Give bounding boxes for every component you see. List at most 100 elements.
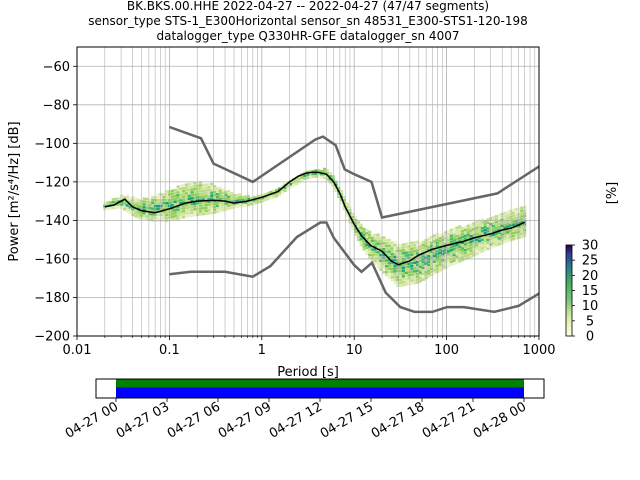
histogram-cell <box>506 219 510 223</box>
histogram-cell <box>503 226 507 229</box>
histogram-cell <box>145 206 149 210</box>
histogram-cell <box>452 227 456 231</box>
histogram-cell <box>497 216 501 220</box>
histogram-cell <box>382 253 386 257</box>
histogram-cell <box>213 188 217 191</box>
histogram-cell <box>176 199 180 203</box>
histogram-cell <box>162 193 166 196</box>
histogram-cell <box>407 253 411 257</box>
histogram-cell <box>387 238 392 242</box>
histogram-cell <box>227 204 231 207</box>
histogram-cell <box>461 255 465 259</box>
histogram-cell <box>190 211 194 214</box>
histogram-cell <box>156 201 160 205</box>
histogram-cell <box>249 196 253 200</box>
histogram-cell <box>373 256 377 260</box>
histogram-cell <box>320 170 324 173</box>
histogram-cell <box>478 245 482 249</box>
histogram-cell <box>125 207 129 210</box>
histogram-cell <box>404 248 408 252</box>
histogram-cell <box>261 199 265 203</box>
histogram-cell <box>199 184 203 187</box>
histogram-cell <box>300 176 304 179</box>
histogram-cell <box>148 204 152 207</box>
histogram-cell <box>421 255 425 258</box>
histogram-cell <box>452 239 456 242</box>
histogram-cell <box>379 262 383 266</box>
histogram-cell <box>356 235 361 239</box>
chart-title: BK.BKS.00.HHE 2022-04-27 -- 2022-04-27 (… <box>88 0 528 43</box>
histogram-cell <box>213 193 217 197</box>
histogram-cell <box>520 232 524 236</box>
histogram-cell <box>508 238 513 242</box>
histogram-cell <box>393 241 397 244</box>
histogram-cell <box>170 195 175 198</box>
histogram-cell <box>427 237 431 241</box>
histogram-cell <box>447 241 451 245</box>
histogram-cell <box>475 238 479 241</box>
histogram-cell <box>359 223 363 227</box>
histogram-cell <box>497 234 501 237</box>
histogram-cell <box>142 217 146 221</box>
histogram-cell <box>511 232 516 235</box>
histogram-cell <box>165 213 169 217</box>
histogram-cell <box>520 212 524 215</box>
histogram-cell <box>199 201 203 205</box>
histogram-cell <box>148 212 152 216</box>
histogram-cell <box>413 252 417 256</box>
histogram-cell <box>503 229 507 232</box>
histogram-cell <box>362 230 366 234</box>
colorbar-bar <box>565 244 573 337</box>
histogram-cell <box>153 216 158 219</box>
y-tick-label: −100 <box>34 137 70 152</box>
histogram-cell <box>486 230 490 233</box>
histogram-cell <box>421 246 425 250</box>
title-line: datalogger_type Q330HR-GFE datalogger_sn… <box>157 29 460 43</box>
histogram-cell <box>238 196 242 199</box>
histogram-cell <box>455 252 459 256</box>
histogram-cell <box>416 252 420 255</box>
histogram-cell <box>179 190 183 194</box>
histogram-cell <box>187 214 191 218</box>
histogram-cell <box>165 216 169 219</box>
histogram-cell <box>120 197 124 201</box>
histogram-cell <box>399 246 403 250</box>
histogram-cell <box>131 196 135 199</box>
low-noise-model <box>169 221 540 314</box>
histogram-cell <box>517 236 521 239</box>
histogram-cell <box>494 229 499 233</box>
histogram-cell <box>444 239 448 243</box>
histogram-cell <box>447 238 451 242</box>
histogram-cell <box>213 190 217 194</box>
histogram-cell <box>182 204 186 207</box>
histogram-cell <box>210 188 214 192</box>
histogram-cell <box>503 240 507 244</box>
histogram-cell <box>435 238 439 242</box>
histogram-cell <box>492 221 496 225</box>
histogram-cell <box>393 264 397 267</box>
histogram-cell <box>387 270 392 274</box>
histogram-cell <box>416 278 420 281</box>
histogram-cell <box>466 224 470 228</box>
histogram-cell <box>345 202 349 206</box>
histogram-cell <box>125 204 129 207</box>
histogram-cell <box>196 210 200 214</box>
histogram-cell <box>235 202 239 205</box>
histogram-cell <box>184 215 189 218</box>
histogram-cell <box>514 237 518 240</box>
histogram-cell <box>517 221 521 225</box>
histogram-cell <box>128 208 132 212</box>
histogram-cell <box>410 261 414 265</box>
histogram-cell <box>461 229 465 233</box>
histogram-cell <box>182 189 186 193</box>
histogram-cell <box>170 189 175 193</box>
histogram-cell <box>359 229 363 232</box>
timeline-tick-label: 04-27 06 <box>165 399 223 441</box>
histogram-cell <box>404 268 408 272</box>
x-tick-label: 100 <box>434 343 459 358</box>
histogram-cell <box>517 215 521 219</box>
histogram-cell <box>463 237 468 240</box>
histogram-cell <box>503 232 507 235</box>
histogram-cell <box>520 220 524 224</box>
